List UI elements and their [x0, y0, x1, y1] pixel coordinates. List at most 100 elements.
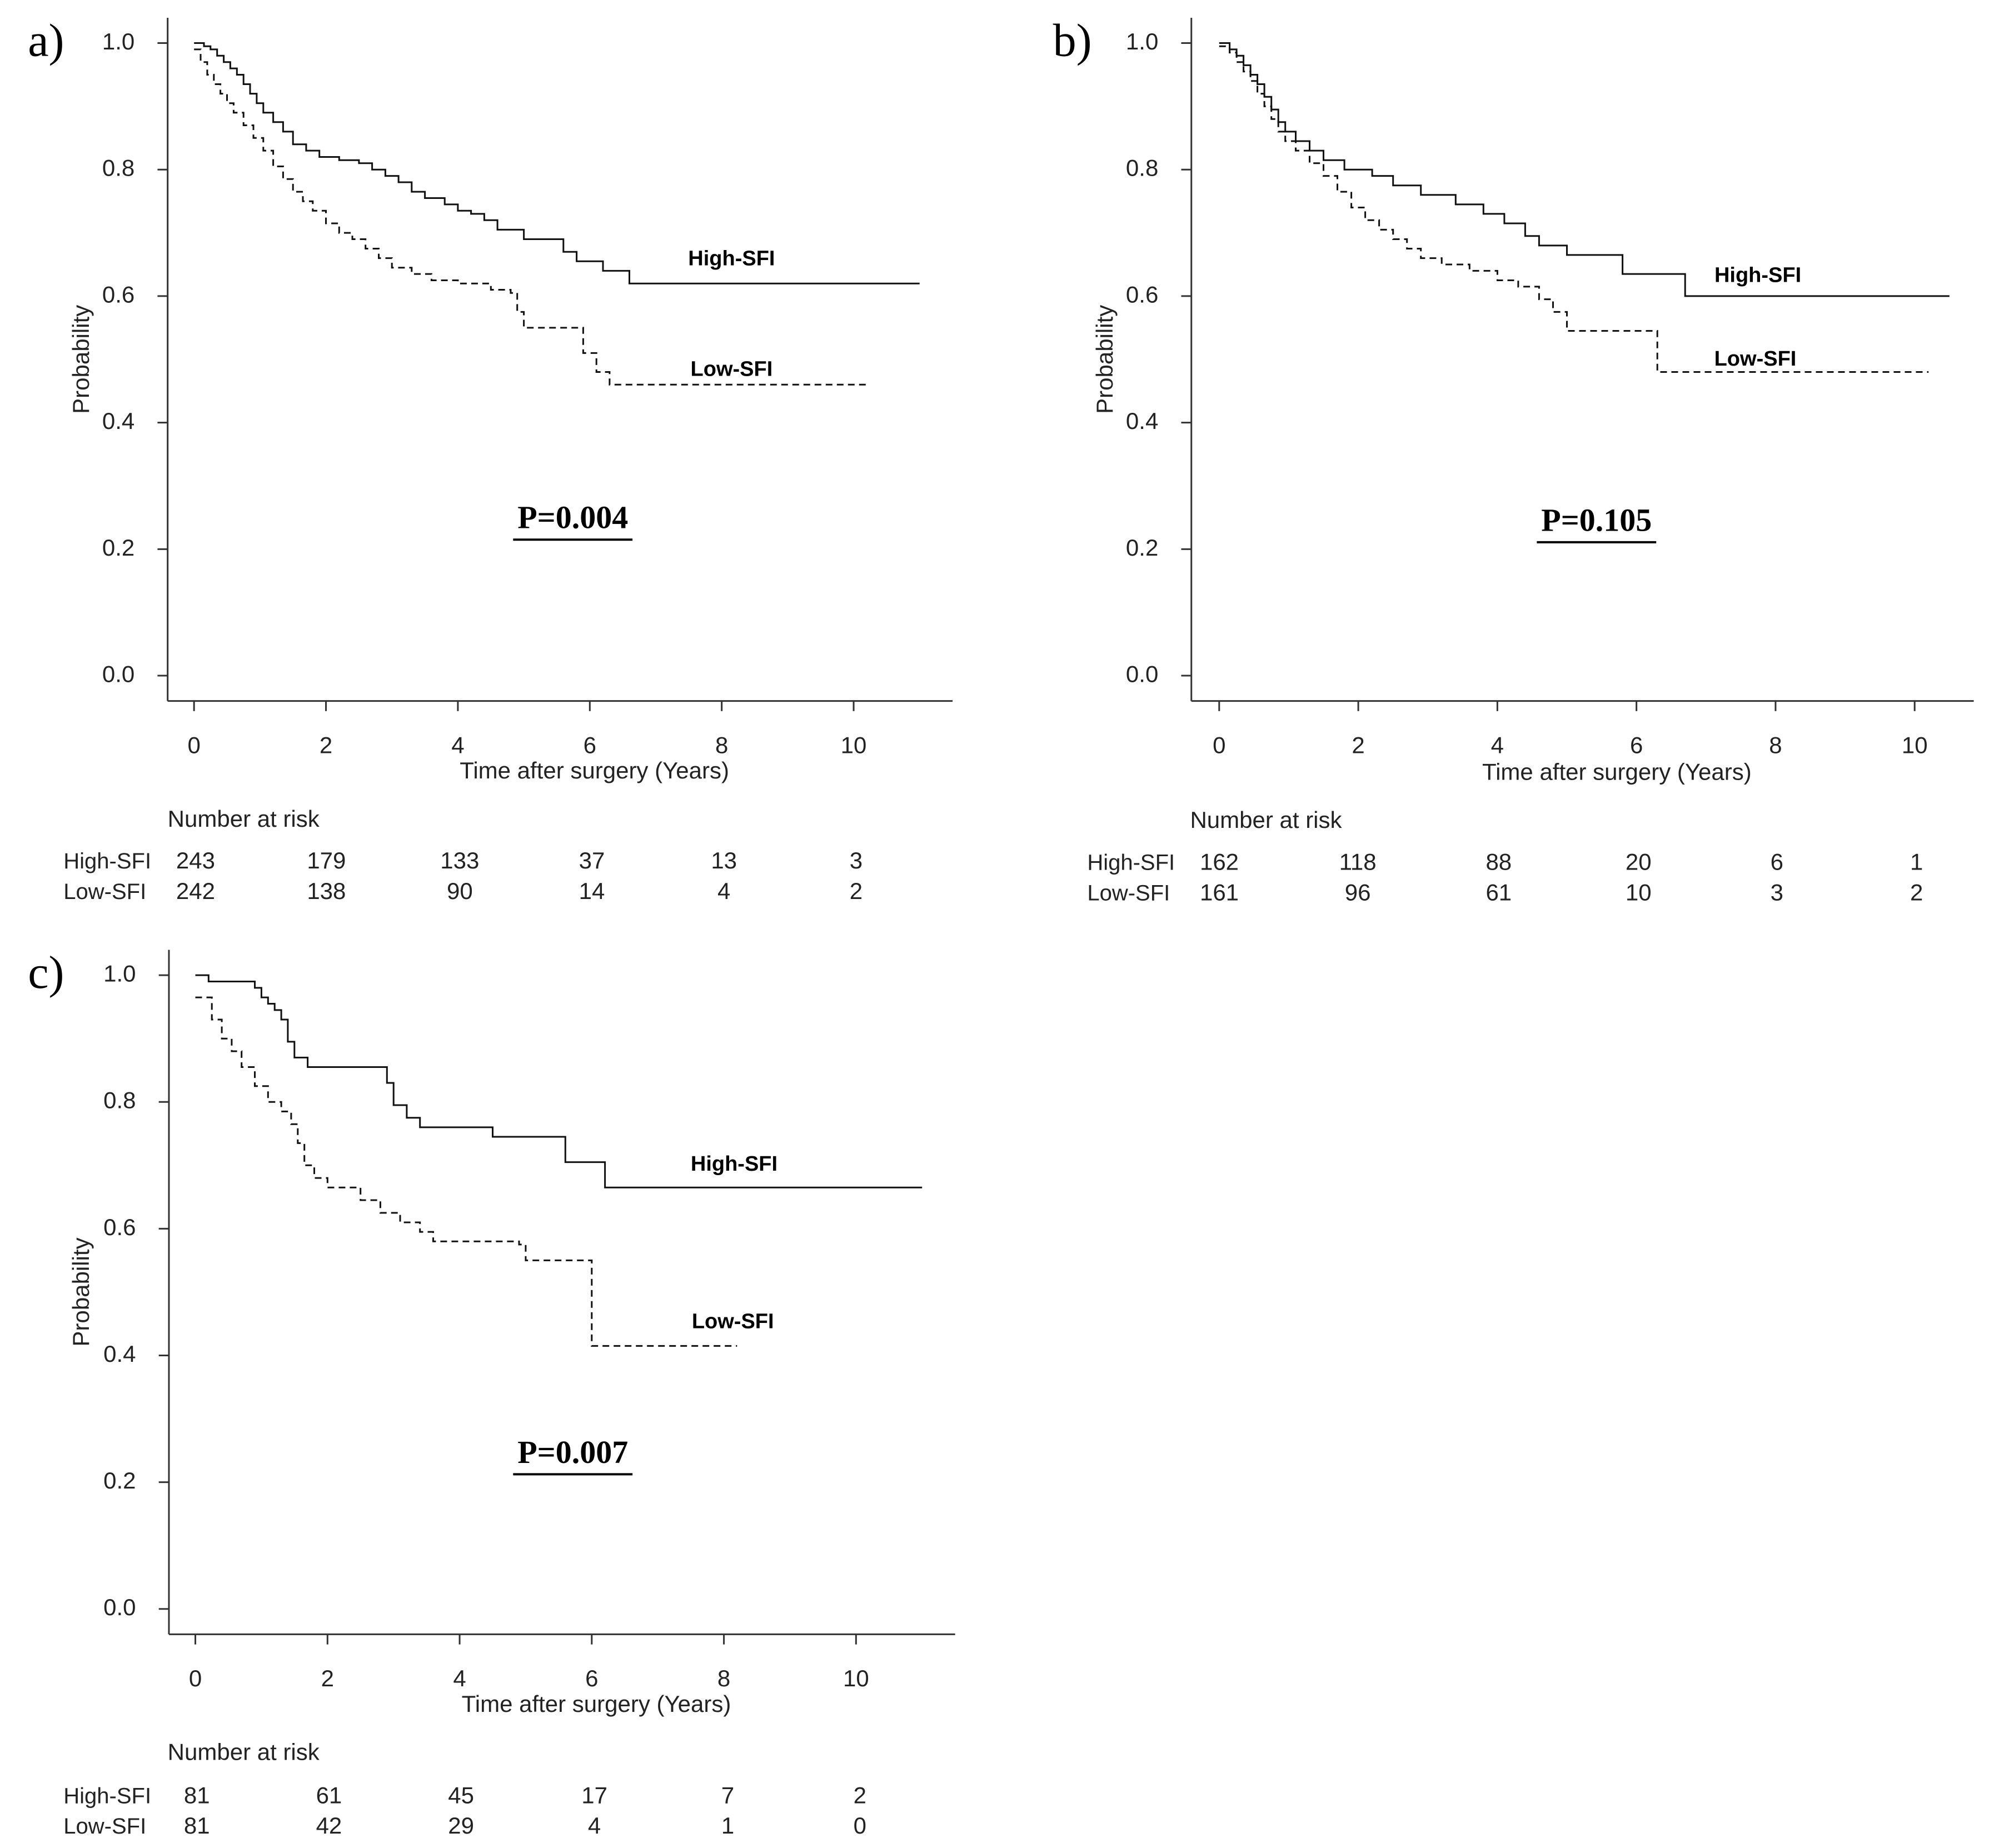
low-sfi-survival-curve [195, 996, 737, 1347]
high-sfi-survival-curve [1219, 42, 1950, 297]
km-panel-a [157, 17, 953, 711]
x-tick-label: 8 [717, 1665, 730, 1691]
risk-count: 2 [854, 1782, 866, 1808]
panel-label: c) [28, 947, 64, 998]
risk-count: 161 [1200, 879, 1239, 905]
y-tick-label: 0.2 [102, 535, 134, 561]
panel-label: a) [28, 15, 64, 67]
risk-row-label: Low-SFI [63, 880, 146, 904]
x-tick-label: 8 [1769, 732, 1782, 758]
risk-count: 3 [1771, 879, 1783, 905]
risk-count: 29 [448, 1812, 474, 1839]
risk-count: 7 [721, 1782, 734, 1808]
risk-count: 37 [579, 847, 605, 873]
series-label: High-SFI [691, 1152, 777, 1176]
x-tick-label: 4 [1491, 732, 1504, 758]
risk-count: 162 [1200, 849, 1239, 875]
y-tick-label: 0.2 [103, 1467, 136, 1494]
x-tick-label: 2 [320, 732, 332, 758]
y-axis-title: Probability [68, 305, 94, 414]
y-tick-label: 0.4 [1126, 408, 1158, 434]
risk-count: 133 [440, 847, 479, 873]
risk-count: 2 [850, 878, 863, 904]
risk-count: 138 [307, 878, 346, 904]
risk-count: 3 [850, 847, 863, 873]
risk-count: 118 [1339, 849, 1377, 875]
y-axis-title: Probability [1091, 305, 1118, 414]
x-tick-label: 10 [843, 1665, 869, 1691]
y-tick-label: 1.0 [102, 28, 134, 54]
risk-count: 88 [1485, 849, 1512, 875]
y-tick-label: 0.6 [1126, 281, 1158, 307]
low-sfi-survival-curve [1219, 45, 1929, 373]
risk-count: 13 [711, 847, 737, 873]
y-tick-label: 1.0 [1126, 28, 1158, 54]
low-sfi-survival-curve [194, 48, 867, 386]
y-tick-label: 0.0 [1126, 661, 1158, 687]
y-tick-label: 0.8 [102, 155, 134, 181]
y-tick-label: 0.0 [103, 1594, 136, 1620]
x-tick-label: 10 [841, 732, 867, 758]
p-value: P=0.004 [517, 500, 628, 536]
risk-count: 61 [1485, 879, 1512, 905]
km-panel-c [158, 950, 955, 1645]
risk-count: 10 [1626, 879, 1652, 905]
risk-count: 0 [854, 1812, 866, 1839]
risk-count: 242 [176, 878, 215, 904]
risk-count: 81 [184, 1812, 210, 1839]
risk-count: 4 [588, 1812, 601, 1839]
y-tick-label: 0.2 [1126, 535, 1158, 561]
risk-count: 1 [1910, 849, 1923, 875]
series-label: Low-SFI [692, 1310, 774, 1333]
x-tick-label: 0 [187, 732, 200, 758]
risk-count: 42 [316, 1812, 342, 1839]
x-axis-title: Time after surgery (Years) [462, 1691, 731, 1717]
risk-row-label: High-SFI [1087, 851, 1175, 875]
y-axis-title: Probability [68, 1237, 94, 1346]
x-tick-label: 6 [1630, 732, 1643, 758]
risk-row-label: Low-SFI [63, 1814, 146, 1839]
risk-count: 96 [1345, 879, 1371, 905]
x-tick-label: 6 [585, 1665, 598, 1691]
y-tick-label: 0.8 [103, 1087, 136, 1113]
y-tick-label: 1.0 [103, 961, 136, 987]
y-tick-label: 0.8 [1126, 155, 1158, 181]
x-tick-label: 2 [1352, 732, 1364, 758]
risk-row-label: High-SFI [63, 849, 151, 873]
y-tick-label: 0.6 [103, 1214, 136, 1240]
risk-table-title: Number at risk [168, 806, 320, 832]
high-sfi-survival-curve [195, 974, 923, 1188]
series-label: Low-SFI [1714, 347, 1797, 371]
risk-count: 243 [176, 847, 215, 873]
x-tick-label: 6 [584, 732, 596, 758]
x-axis-title: Time after surgery (Years) [1482, 758, 1752, 785]
risk-count: 45 [448, 1782, 474, 1808]
y-tick-label: 0.4 [102, 408, 134, 434]
risk-count: 17 [581, 1782, 607, 1808]
x-tick-label: 4 [451, 732, 464, 758]
risk-count: 179 [307, 847, 346, 873]
high-sfi-survival-curve [194, 42, 920, 284]
risk-count: 61 [316, 1782, 342, 1808]
panel-label: b) [1053, 15, 1092, 67]
series-label: High-SFI [688, 247, 775, 271]
p-value: P=0.007 [517, 1434, 628, 1470]
risk-row-label: Low-SFI [1087, 881, 1170, 905]
risk-count: 20 [1626, 849, 1652, 875]
series-label: High-SFI [1714, 263, 1801, 287]
p-value: P=0.105 [1541, 502, 1652, 538]
x-tick-label: 0 [189, 1665, 202, 1691]
risk-count: 2 [1910, 879, 1923, 905]
x-axis-title: Time after surgery (Years) [460, 757, 729, 783]
x-tick-label: 0 [1213, 732, 1225, 758]
risk-table-title: Number at risk [168, 1739, 320, 1765]
risk-count: 81 [184, 1782, 210, 1808]
risk-count: 6 [1771, 849, 1783, 875]
series-label: Low-SFI [691, 357, 773, 381]
km-panel-b [1181, 17, 1974, 711]
risk-count: 1 [721, 1812, 734, 1839]
x-tick-label: 4 [453, 1665, 466, 1691]
risk-table-title: Number at risk [1190, 807, 1342, 833]
risk-count: 90 [447, 878, 473, 904]
